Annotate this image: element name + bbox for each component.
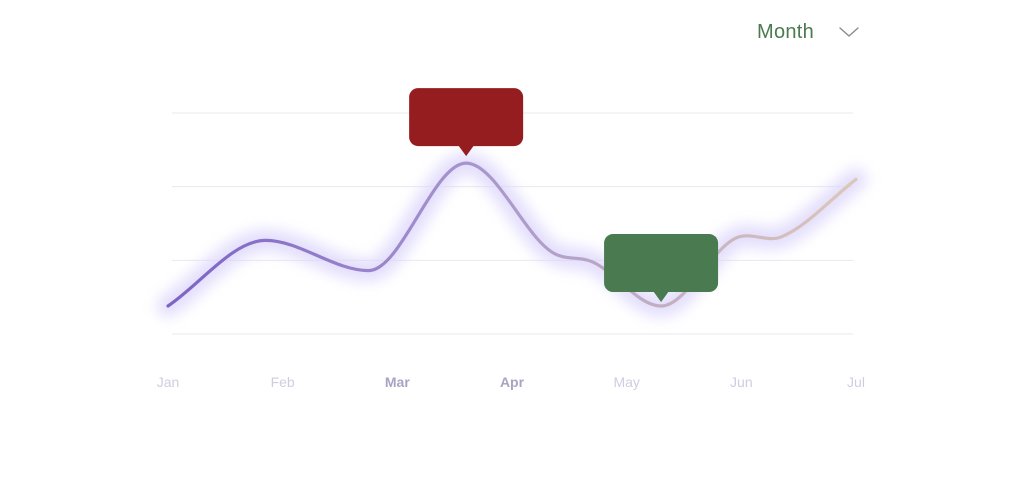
- x-tick-label: May: [613, 374, 639, 390]
- x-tick-label: Jun: [730, 374, 753, 390]
- tooltip-box: [409, 88, 524, 147]
- range-select-label: Month: [757, 20, 815, 43]
- tooltip-pointer: [458, 145, 475, 157]
- peak-tooltip: [409, 88, 524, 157]
- tooltips: [409, 88, 719, 303]
- x-tick-label: Jan: [157, 374, 180, 390]
- tooltip-pointer: [653, 291, 670, 303]
- trough-tooltip: [604, 234, 719, 303]
- series-line: [166, 161, 858, 308]
- x-tick-label: Mar: [385, 374, 410, 390]
- x-tick-label: Jul: [847, 374, 865, 390]
- chevron-down-icon: [839, 27, 859, 37]
- tooltip-box: [604, 234, 719, 293]
- series-line-glow: [157, 152, 867, 318]
- x-tick-label: Apr: [500, 374, 525, 390]
- x-axis-ticks: Jan Feb Mar Apr May Jun Jul: [157, 374, 865, 390]
- month-range-select[interactable]: Month: [757, 18, 860, 46]
- x-tick-label: Feb: [271, 374, 295, 390]
